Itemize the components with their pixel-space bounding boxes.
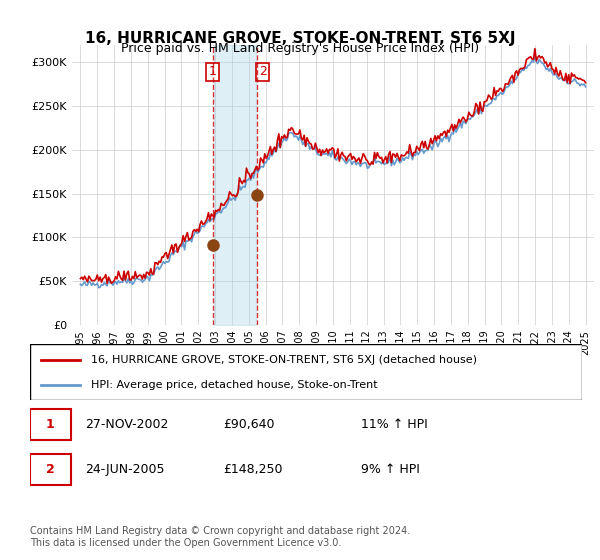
Text: HPI: Average price, detached house, Stoke-on-Trent: HPI: Average price, detached house, Stok… [91, 380, 377, 390]
Text: 11% ↑ HPI: 11% ↑ HPI [361, 418, 428, 431]
FancyBboxPatch shape [30, 409, 71, 440]
Text: 16, HURRICANE GROVE, STOKE-ON-TRENT, ST6 5XJ: 16, HURRICANE GROVE, STOKE-ON-TRENT, ST6… [85, 31, 515, 46]
Text: 16, HURRICANE GROVE, STOKE-ON-TRENT, ST6 5XJ (detached house): 16, HURRICANE GROVE, STOKE-ON-TRENT, ST6… [91, 355, 477, 365]
Text: 1: 1 [208, 66, 216, 78]
Text: 9% ↑ HPI: 9% ↑ HPI [361, 463, 420, 476]
Text: 2: 2 [259, 66, 267, 78]
Text: Price paid vs. HM Land Registry's House Price Index (HPI): Price paid vs. HM Land Registry's House … [121, 42, 479, 55]
Text: 24-JUN-2005: 24-JUN-2005 [85, 463, 164, 476]
Text: £90,640: £90,640 [223, 418, 275, 431]
Text: £148,250: £148,250 [223, 463, 283, 476]
FancyBboxPatch shape [30, 454, 71, 485]
Text: Contains HM Land Registry data © Crown copyright and database right 2024.
This d: Contains HM Land Registry data © Crown c… [30, 526, 410, 548]
Text: 2: 2 [46, 463, 55, 476]
Text: 1: 1 [46, 418, 55, 431]
Text: 27-NOV-2002: 27-NOV-2002 [85, 418, 169, 431]
FancyBboxPatch shape [30, 344, 582, 400]
